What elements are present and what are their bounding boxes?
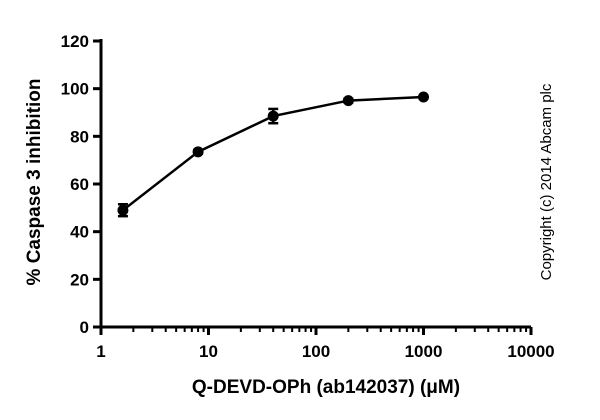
y-axis: 0 20 40 60 80 100 120 <box>61 32 103 337</box>
y-tick-label: 120 <box>61 32 89 51</box>
x-axis-title: Q-DEVD-OPh (ab142037) (μM) <box>192 377 460 398</box>
plot-area <box>117 91 429 218</box>
copyright-annotation: Copyright (c) 2014 Abcam plc <box>538 83 555 280</box>
data-point <box>418 91 429 103</box>
y-tick-label: 40 <box>70 223 89 242</box>
y-tick-label: 0 <box>80 318 89 337</box>
x-tick-label: 1 <box>96 342 105 361</box>
y-tick-label: 60 <box>70 175 89 194</box>
y-tick-label: 80 <box>70 127 89 146</box>
x-tick-label: 100 <box>302 342 330 361</box>
y-tick-label: 20 <box>70 270 89 289</box>
x-tick-label: 10 <box>199 342 218 361</box>
y-tick-label: 100 <box>61 80 89 99</box>
x-tick-label: 1000 <box>405 342 443 361</box>
x-axis: 1 10 100 1000 10000 <box>96 325 555 361</box>
data-point <box>192 146 204 158</box>
x-tick-label: 10000 <box>507 342 554 361</box>
data-point <box>267 110 279 122</box>
data-point <box>342 95 354 107</box>
data-point <box>117 204 129 216</box>
y-axis-title: % Caspase 3 inhibition <box>24 79 45 286</box>
